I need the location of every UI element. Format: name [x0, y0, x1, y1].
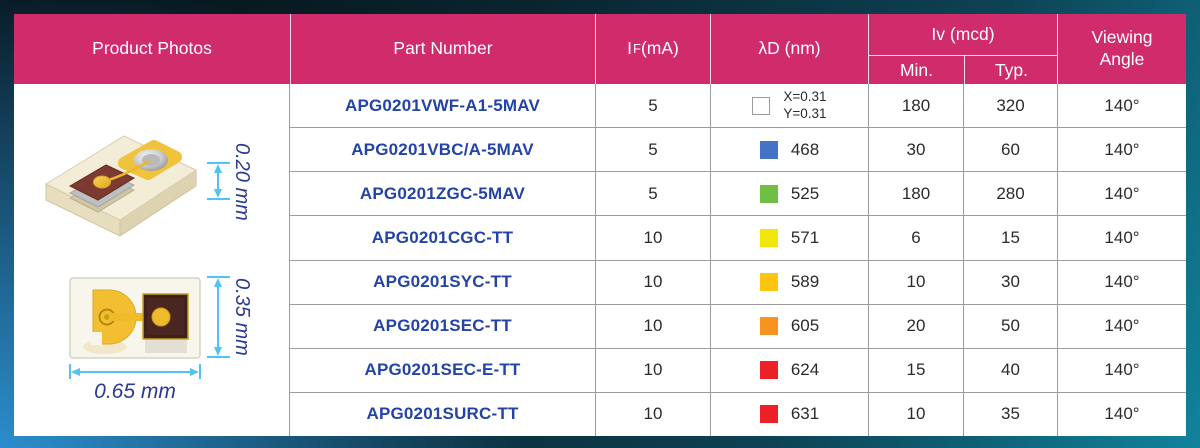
- if-value: 10: [595, 216, 710, 260]
- iv-typ-value: 40: [963, 348, 1057, 392]
- iv-min-value: 6: [868, 216, 963, 260]
- if-value: 5: [595, 172, 710, 216]
- dimension-label-width-bottom: 0.65 mm: [94, 380, 176, 403]
- dimension-arrow-0-35: [207, 276, 230, 358]
- iv-min-value: 180: [868, 84, 963, 128]
- lambda-value: 589: [790, 272, 820, 292]
- iv-min-value: 15: [868, 348, 963, 392]
- if-value: 10: [595, 260, 710, 304]
- col-header-product-photos: Product Photos: [92, 38, 212, 59]
- led-package-top-view-photo: [69, 277, 201, 359]
- if-value: 10: [595, 392, 710, 436]
- if-symbol: I: [627, 38, 632, 59]
- if-unit: (mA): [640, 38, 679, 59]
- iv-typ-value: 320: [963, 84, 1057, 128]
- color-swatch-orange: [759, 317, 778, 336]
- iv-typ-value: 30: [963, 260, 1057, 304]
- col-header-lambda: λD (nm): [710, 14, 868, 84]
- part-number: APG0201SURC-TT: [366, 404, 519, 424]
- viewing-angle-value: 140°: [1057, 128, 1186, 172]
- lambda-cell: 624: [710, 348, 868, 392]
- iv-min-value: 30: [868, 128, 963, 172]
- color-swatch-red: [759, 361, 778, 380]
- chromaticity-coords: X=0.31 Y=0.31: [783, 89, 827, 121]
- iv-min-value: 10: [868, 392, 963, 436]
- col-header-iv: Iv (mcd): [931, 24, 995, 44]
- table-row: APG0201SYC-TT 10 589 10 30 140°: [290, 260, 1186, 305]
- dimension-label-height-bottom: 0.35 mm: [231, 278, 253, 356]
- color-swatch-red: [759, 405, 778, 424]
- part-number: APG0201CGC-TT: [371, 227, 514, 247]
- lambda-cell: 605: [710, 304, 868, 348]
- product-photos-cell: 0.20 mm: [14, 84, 290, 436]
- viewing-angle-value: 140°: [1057, 304, 1186, 348]
- viewing-angle-value: 140°: [1057, 348, 1186, 392]
- iv-typ-value: 280: [963, 172, 1057, 216]
- iv-min-value: 10: [868, 260, 963, 304]
- viewing-angle-value: 140°: [1057, 216, 1186, 260]
- part-number: APG0201ZGC-5MAV: [359, 183, 526, 203]
- iv-typ-value: 60: [963, 128, 1057, 172]
- iv-typ-value: 50: [963, 304, 1057, 348]
- viewing-angle-value: 140°: [1057, 260, 1186, 304]
- lambda-value: 468: [790, 139, 820, 159]
- col-header-iv-group: Iv (mcd) Min. Typ.: [868, 14, 1057, 84]
- iv-min-value: 20: [868, 304, 963, 348]
- lambda-value: 624: [790, 360, 820, 380]
- lambda-cell: 631: [710, 392, 868, 436]
- lambda-value: 571: [790, 227, 820, 247]
- part-number: APG0201VWF-A1-5MAV: [344, 95, 541, 115]
- iv-min-value: 180: [868, 172, 963, 216]
- dimension-label-height-top: 0.20 mm: [231, 143, 253, 221]
- color-swatch-white: [752, 96, 771, 115]
- col-header-viewing-angle: Viewing Angle: [1057, 14, 1186, 84]
- iv-typ-value: 35: [963, 392, 1057, 436]
- table-row: APG0201ZGC-5MAV 5 525 180 280 140°: [290, 172, 1186, 217]
- col-header-iv-min: Min.: [899, 59, 934, 80]
- part-number: APG0201SYC-TT: [373, 272, 512, 292]
- table-row: APG0201SURC-TT 10 631 10 35 140°: [290, 392, 1186, 436]
- color-swatch-green: [759, 184, 778, 203]
- led-package-isometric-photo: [44, 135, 198, 237]
- color-swatch-yellow-green: [759, 228, 778, 247]
- table-row: APG0201VBC/A-5MAV 5 468 30 60 140°: [290, 128, 1186, 173]
- table-body: 0.20 mm: [14, 84, 1186, 436]
- table-row: APG0201CGC-TT 10 571 6 15 140°: [290, 216, 1186, 261]
- if-value: 10: [595, 348, 710, 392]
- lambda-cell: 571: [710, 216, 868, 260]
- if-value: 10: [595, 304, 710, 348]
- lambda-cell: X=0.31 Y=0.31: [710, 84, 868, 128]
- lambda-cell: 525: [710, 172, 868, 216]
- color-swatch-blue: [759, 140, 778, 159]
- table-row: APG0201VWF-A1-5MAV 5 X=0.31 Y=0.31 180 3…: [290, 84, 1186, 129]
- part-number: APG0201VBC/A-5MAV: [351, 139, 534, 159]
- lambda-value: 525: [790, 183, 820, 203]
- lambda-cell: 589: [710, 260, 868, 304]
- lambda-cell: 468: [710, 128, 868, 172]
- spec-rows: APG0201VWF-A1-5MAV 5 X=0.31 Y=0.31 180 3…: [290, 84, 1186, 436]
- table-row: APG0201SEC-E-TT 10 624 15 40 140°: [290, 348, 1186, 393]
- part-number: APG0201SEC-E-TT: [364, 360, 521, 380]
- color-swatch-yellow: [759, 273, 778, 292]
- if-value: 5: [595, 84, 710, 128]
- if-subscript: F: [633, 40, 641, 56]
- viewing-angle-value: 140°: [1057, 84, 1186, 128]
- lambda-value: 605: [790, 316, 820, 336]
- part-number: APG0201SEC-TT: [373, 316, 512, 336]
- dimension-arrow-0-65: [69, 364, 201, 379]
- lambda-value: 631: [790, 404, 820, 424]
- iv-typ-value: 15: [963, 216, 1057, 260]
- if-value: 5: [595, 128, 710, 172]
- dimension-arrow-0-20: [207, 162, 230, 200]
- col-header-iv-typ: Typ.: [964, 56, 1058, 84]
- col-header-part-number: Part Number: [290, 14, 595, 84]
- table-row: APG0201SEC-TT 10 605 20 50 140°: [290, 304, 1186, 349]
- viewing-angle-value: 140°: [1057, 172, 1186, 216]
- viewing-angle-value: 140°: [1057, 392, 1186, 436]
